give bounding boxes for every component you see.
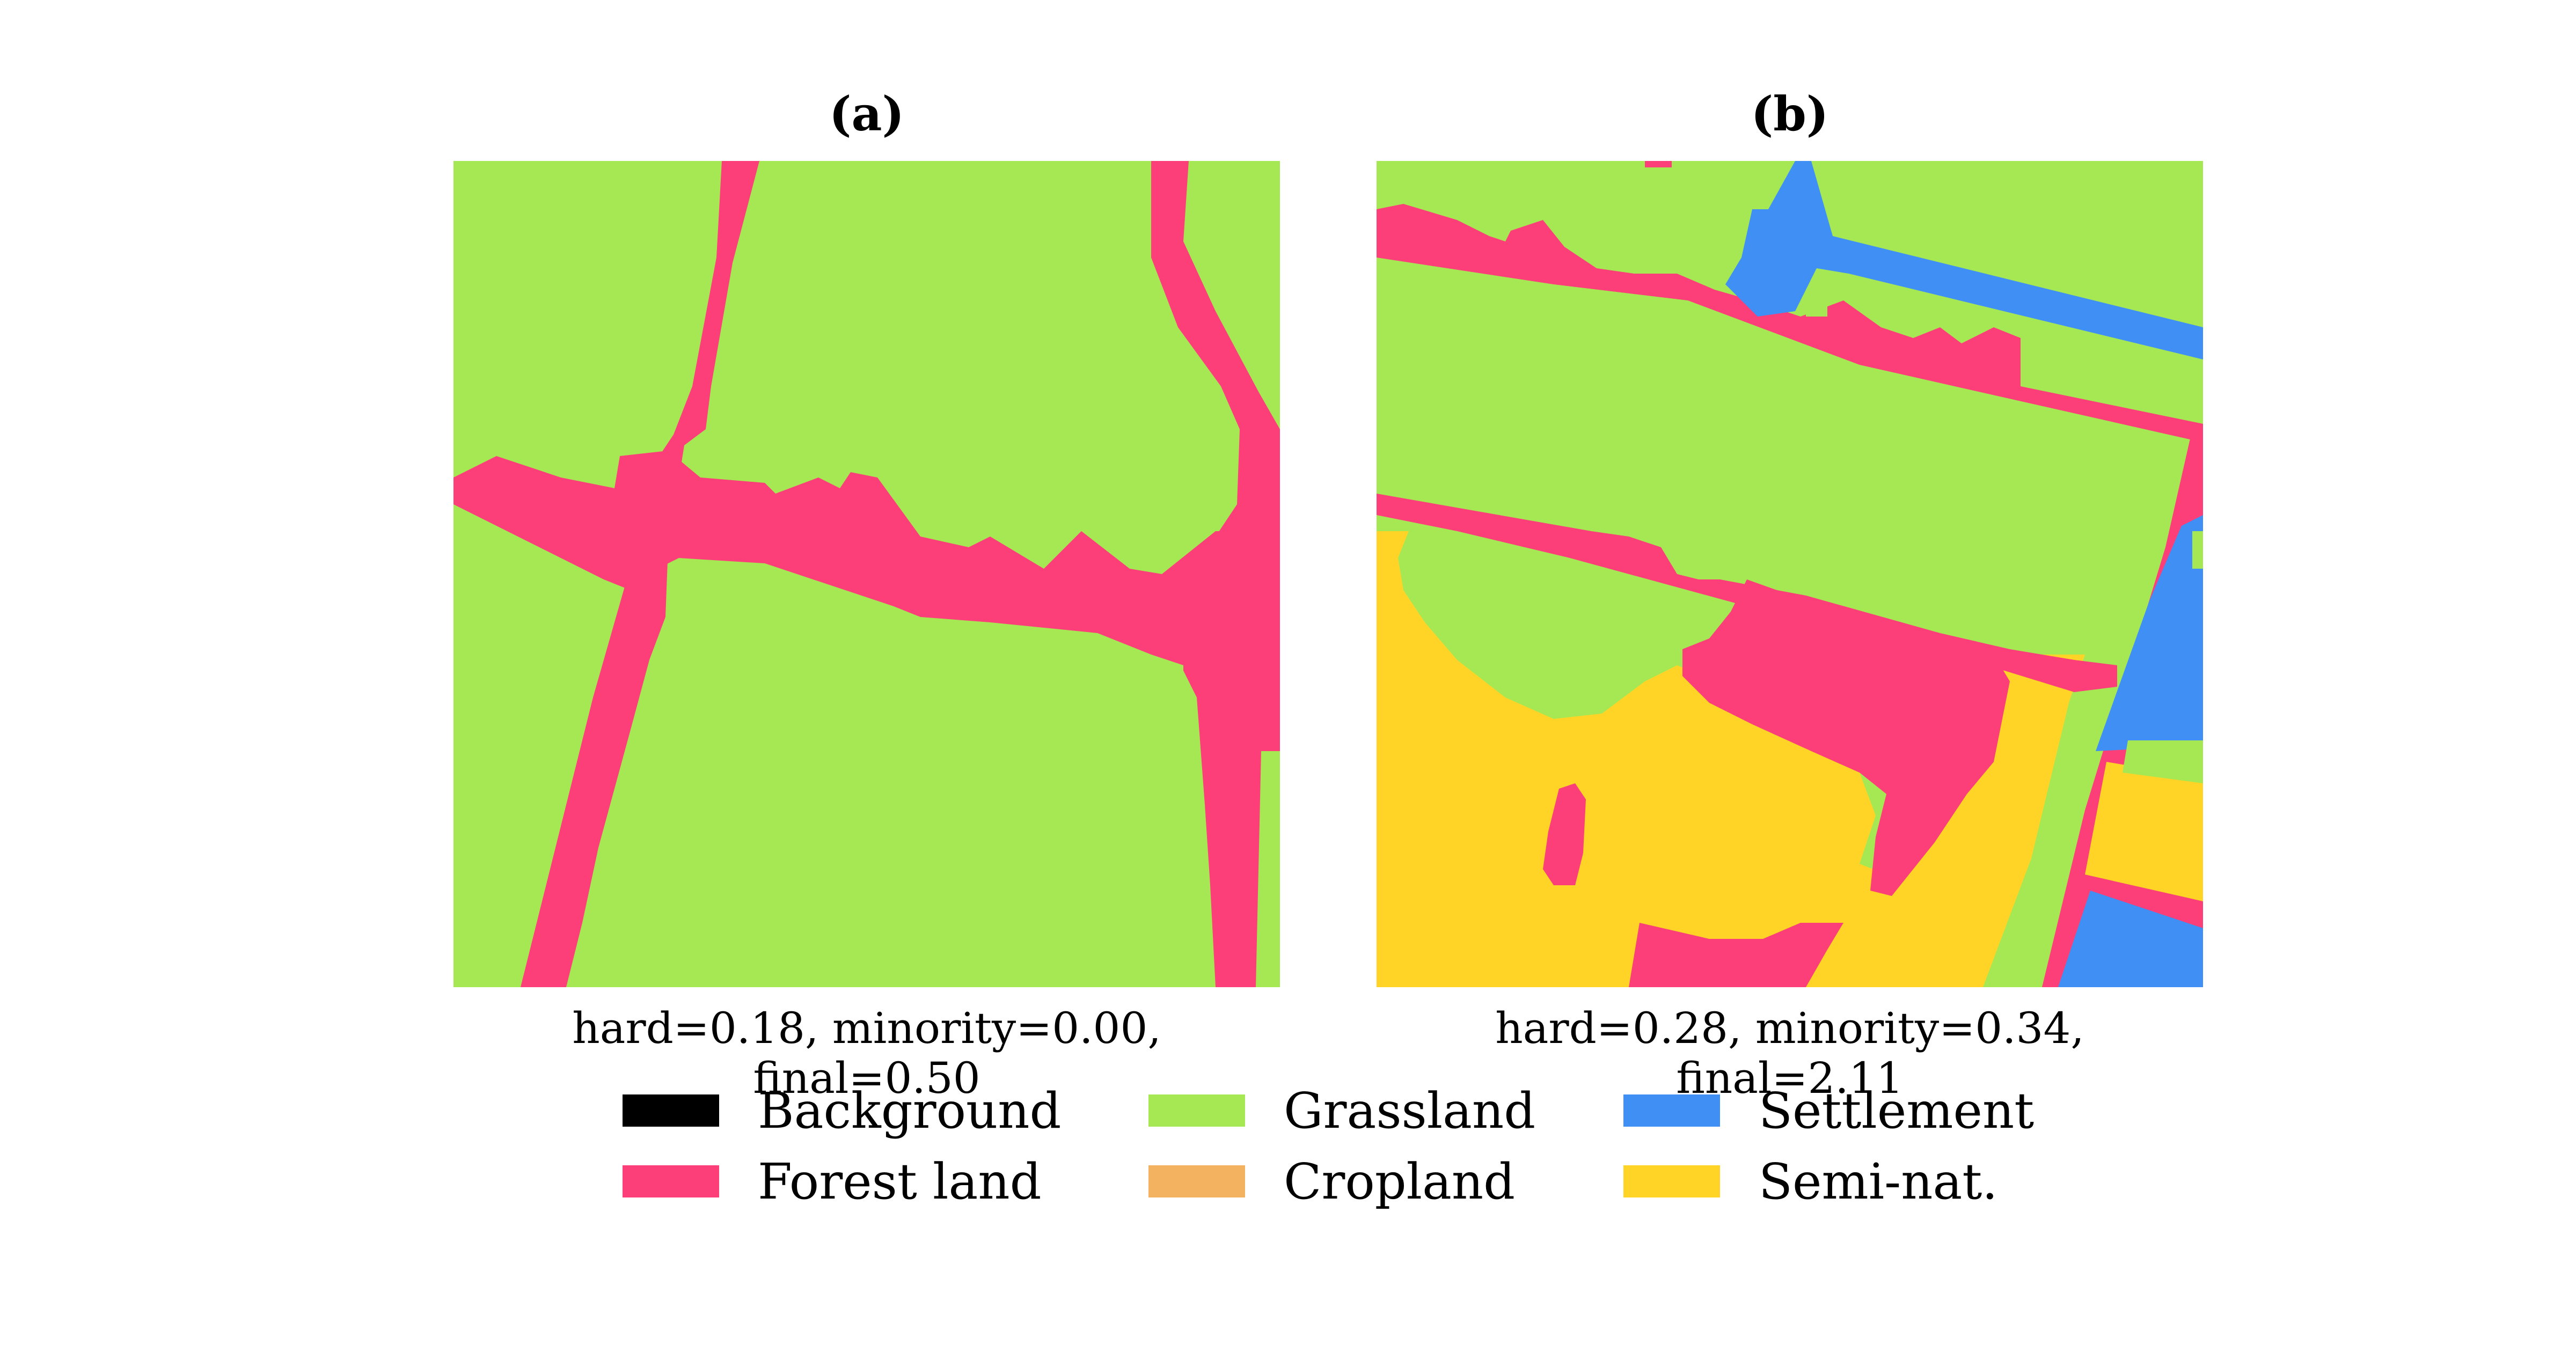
legend-item-forest-land: Forest land: [623, 1149, 1041, 1214]
legend-swatch-cropland: [1148, 1165, 1245, 1197]
legend-label-forest-land: Forest land: [758, 1152, 1042, 1210]
legend-item-cropland: Cropland: [1148, 1149, 1515, 1214]
forest-patch-top: [1645, 161, 1672, 167]
legend-swatch-semi-nat: [1623, 1165, 1720, 1197]
semi-natural-right: [2085, 762, 2203, 901]
legend-label-cropland: Cropland: [1284, 1152, 1516, 1210]
legend-swatch-settlement: [1623, 1094, 1720, 1127]
legend-swatch-background: [623, 1094, 719, 1127]
panel-b-segmentation: [1377, 161, 2203, 987]
legend-label-grassland: Grassland: [1284, 1082, 1536, 1140]
legend-item-semi-nat: Semi-nat.: [1623, 1149, 1998, 1214]
forest-strip-top: [1377, 204, 2203, 440]
legend-label-background: Background: [758, 1082, 1062, 1140]
legend-item-background: Background: [623, 1078, 1061, 1143]
forest-strip-right: [1151, 161, 1280, 987]
grassland-patch-right: [2123, 740, 2203, 783]
panel-a-title: (a): [829, 86, 905, 142]
settlement-bottom-right: [2058, 891, 2203, 987]
legend-label-semi-nat: Semi-nat.: [1759, 1152, 1998, 1210]
forest-patch-bottom: [1629, 923, 1843, 987]
grassland-patch-top: [1806, 295, 1827, 317]
panel-a-map: [453, 161, 1280, 987]
forest-patch-small: [1543, 783, 1586, 885]
settlement-right-strip: [2096, 515, 2203, 751]
legend-item-grassland: Grassland: [1148, 1078, 1535, 1143]
legend-swatch-grassland: [1148, 1094, 1245, 1127]
forest-strip-left: [521, 161, 759, 987]
legend-label-settlement: Settlement: [1759, 1082, 2035, 1140]
panel-b-title: (b): [1751, 86, 1829, 142]
legend: Background Forest land Grassland Croplan…: [623, 1078, 2072, 1229]
settlement-road-top: [1725, 161, 2203, 359]
grassland-patch-right-top: [2192, 531, 2203, 569]
forest-block-center: [1682, 579, 2010, 896]
panel-a-segmentation: [453, 161, 1280, 987]
legend-swatch-forest-land: [623, 1165, 719, 1197]
panel-b-map: [1377, 161, 2203, 987]
panel-a-caption: hard=0.18, minority=0.00, final=0.50: [572, 1003, 1161, 1103]
legend-item-settlement: Settlement: [1623, 1078, 2034, 1143]
